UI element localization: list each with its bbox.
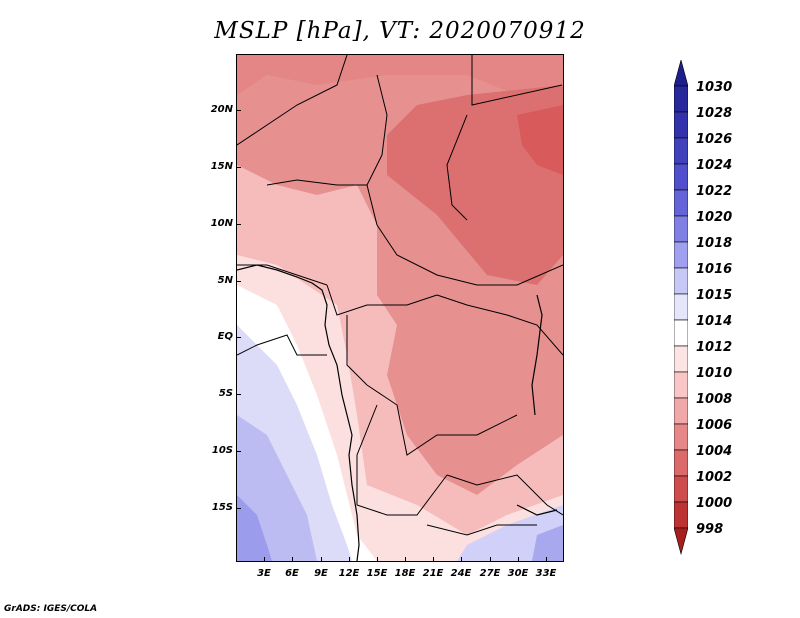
colorbar-cell [674,397,688,425]
lat-label-5s: 5S [218,388,233,399]
colorbar-cell [674,475,688,503]
lon-label-33e: 33E [535,568,557,579]
colorbar-cell [674,267,688,295]
lon-tick [461,557,462,562]
colorbar-label: 1024 [696,158,733,173]
lat-label-5n: 5N [217,275,233,286]
lon-tick [264,557,265,562]
lat-label-15s: 15S [211,502,233,513]
colorbar-cell [674,423,688,451]
colorbar-label: 998 [696,522,724,537]
colorbar-label: 1014 [696,314,733,329]
colorbar-label: 1026 [696,132,733,147]
lon-tick [377,557,378,562]
lon-tick [405,557,406,562]
map-title: MSLP [hPa], VT: 2020070912 [214,18,586,44]
colorbar-cell [674,501,688,529]
lon-label-15e: 15E [366,568,388,579]
colorbar-label: 1022 [696,184,733,199]
coastline [237,264,558,561]
colorbar-label: 1028 [696,106,733,121]
region-1006 [387,85,563,285]
colorbar-label: 1010 [696,366,733,381]
colorbar-cell [674,293,688,321]
colorbar-cell [674,137,688,165]
lat-tick [236,508,241,509]
lat-label-10n: 10N [210,218,233,229]
lon-label-9e: 9E [314,568,328,579]
colorbar-cell [674,111,688,139]
colorbar-cell [674,85,688,113]
lon-label-3e: 3E [257,568,271,579]
colorbar-cells [674,60,688,556]
lat-tick [236,224,241,225]
lon-label-6e: 6E [285,568,299,579]
lat-tick [236,394,241,395]
colorbar-cell [674,60,688,87]
lat-tick [236,337,241,338]
lon-tick [518,557,519,562]
colorbar-cell [674,345,688,373]
colorbar-cell [674,189,688,217]
region-1004 [517,105,563,175]
lat-label-15n: 15N [210,161,233,172]
lat-label-eq: EQ [217,331,233,342]
colorbar-label: 1020 [696,210,733,225]
lat-tick [236,167,241,168]
colorbar-label: 1016 [696,262,733,277]
lat-tick [236,110,241,111]
lat-tick [236,451,241,452]
colorbar-label: 1018 [696,236,733,251]
lon-tick [321,557,322,562]
lat-tick [236,281,241,282]
colorbar-label: 1002 [696,470,733,485]
country-borders [237,55,563,536]
lon-label-30e: 30E [507,568,529,579]
lon-tick [292,557,293,562]
pressure-field [237,55,563,561]
colorbar-cell [674,163,688,191]
colorbar-label: 1006 [696,418,733,433]
region-south-1018 [532,525,563,561]
lon-tick [490,557,491,562]
colorbar [674,60,688,556]
colorbar-cell [674,215,688,243]
lon-label-27e: 27E [479,568,501,579]
lon-tick [433,557,434,562]
lon-label-24e: 24E [450,568,472,579]
lon-label-18e: 18E [394,568,416,579]
colorbar-cell [674,527,688,556]
colorbar-label: 1030 [696,80,733,95]
region-north [237,55,563,115]
lat-label-10s: 10S [211,445,233,456]
grads-credit: GrADS: IGES/COLA [4,604,98,614]
lon-label-12e: 12E [338,568,360,579]
colorbar-cell [674,319,688,347]
colorbar-cell [674,371,688,399]
colorbar-label: 1004 [696,444,733,459]
colorbar-label: 1000 [696,496,733,511]
colorbar-label: 1008 [696,392,733,407]
colorbar-label: 1015 [696,288,733,303]
lon-tick [349,557,350,562]
region-1018 [237,495,272,561]
lon-label-21e: 21E [422,568,444,579]
map-panel [236,54,564,562]
colorbar-label: 1012 [696,340,733,355]
lat-label-20n: 20N [210,104,233,115]
colorbar-cell [674,241,688,269]
colorbar-cell [674,449,688,477]
lon-tick [546,557,547,562]
